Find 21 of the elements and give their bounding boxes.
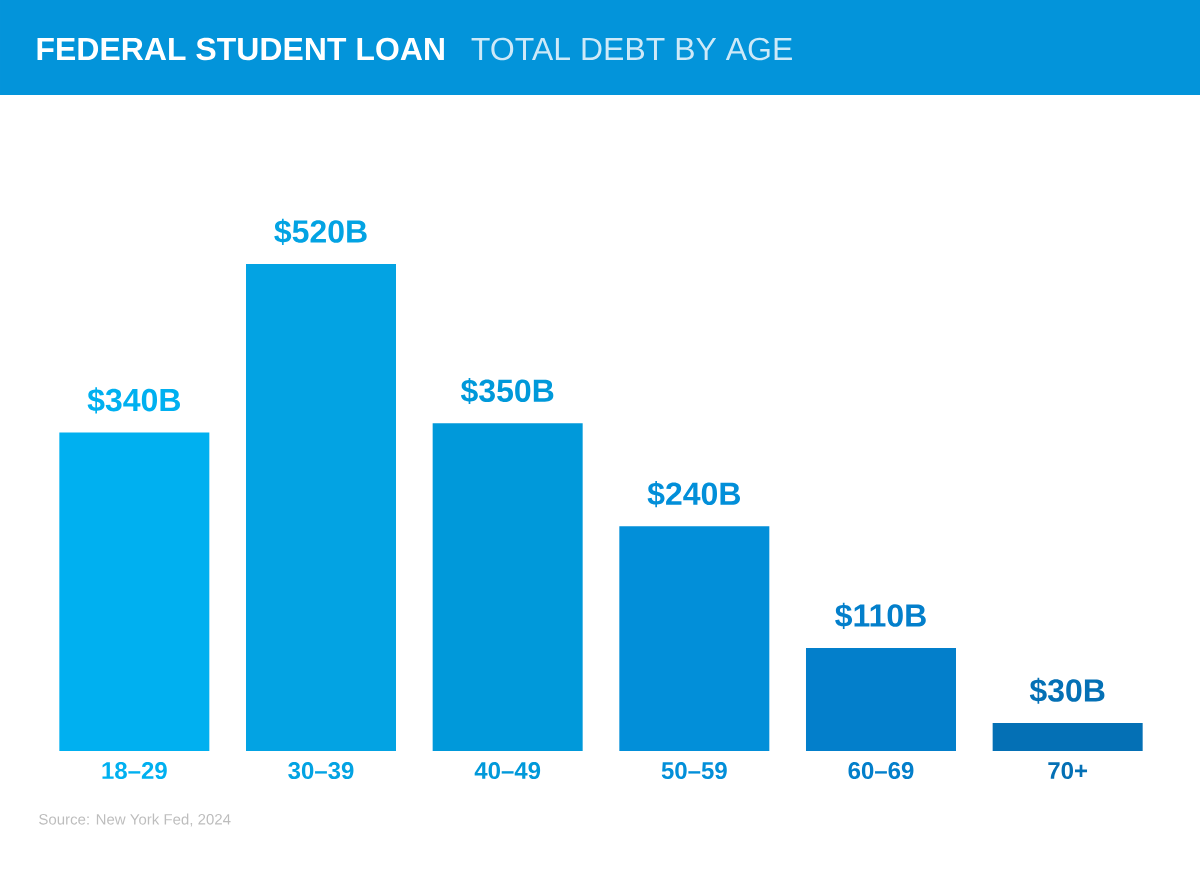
x-tick-label: 30–39 [288,762,354,780]
bar [59,432,210,751]
bar [246,263,396,751]
x-tick-label: 70+ [1048,762,1088,780]
x-tick-label: 40–49 [474,762,541,780]
source-note: Source: New York Fed, 2024 [39,813,231,827]
data-label: $110B [835,602,926,629]
bar [805,647,956,751]
bar [992,722,1143,751]
chart-subtitle: TOTAL DEBT BY AGE [471,37,792,61]
chart-title: FEDERAL STUDENT LOAN [37,37,444,61]
bar [619,526,770,751]
x-tick-label: 50–59 [661,762,727,780]
data-label: $340B [87,387,180,414]
data-label: $350B [460,377,554,405]
data-label: $240B [647,481,740,508]
bar [432,423,583,751]
x-tick-label: 60–69 [848,762,914,780]
x-tick-label: 18–29 [102,762,167,780]
data-label: $30B [1029,677,1105,704]
data-label: $520B [274,218,367,245]
